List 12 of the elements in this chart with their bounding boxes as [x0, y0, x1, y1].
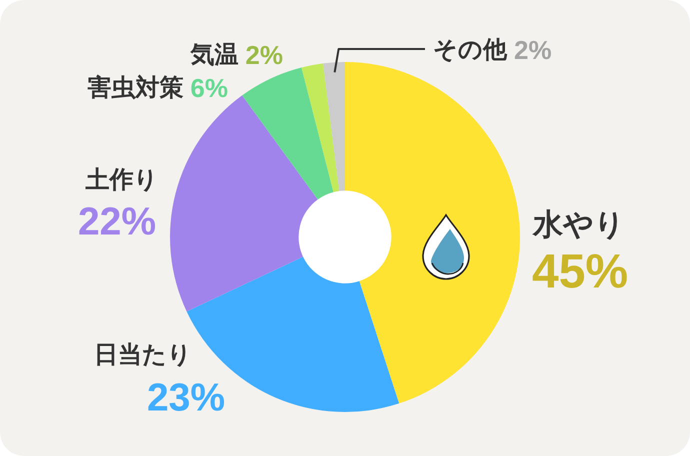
- slice-label: 日当たり: [94, 342, 192, 368]
- data-label: 23%: [146, 376, 226, 420]
- data-label: 2%: [245, 40, 283, 70]
- slice-label: 水やり: [532, 208, 625, 242]
- slice-label: 気温: [189, 42, 238, 68]
- data-label: 6%: [190, 73, 228, 103]
- data-label: 45%: [532, 246, 628, 298]
- data-label: 22%: [78, 200, 156, 244]
- slice-label: 害虫対策: [87, 74, 184, 102]
- slice-label: 土作り: [84, 166, 158, 194]
- data-label: 2%: [514, 35, 552, 65]
- slice-label: その他: [433, 36, 508, 64]
